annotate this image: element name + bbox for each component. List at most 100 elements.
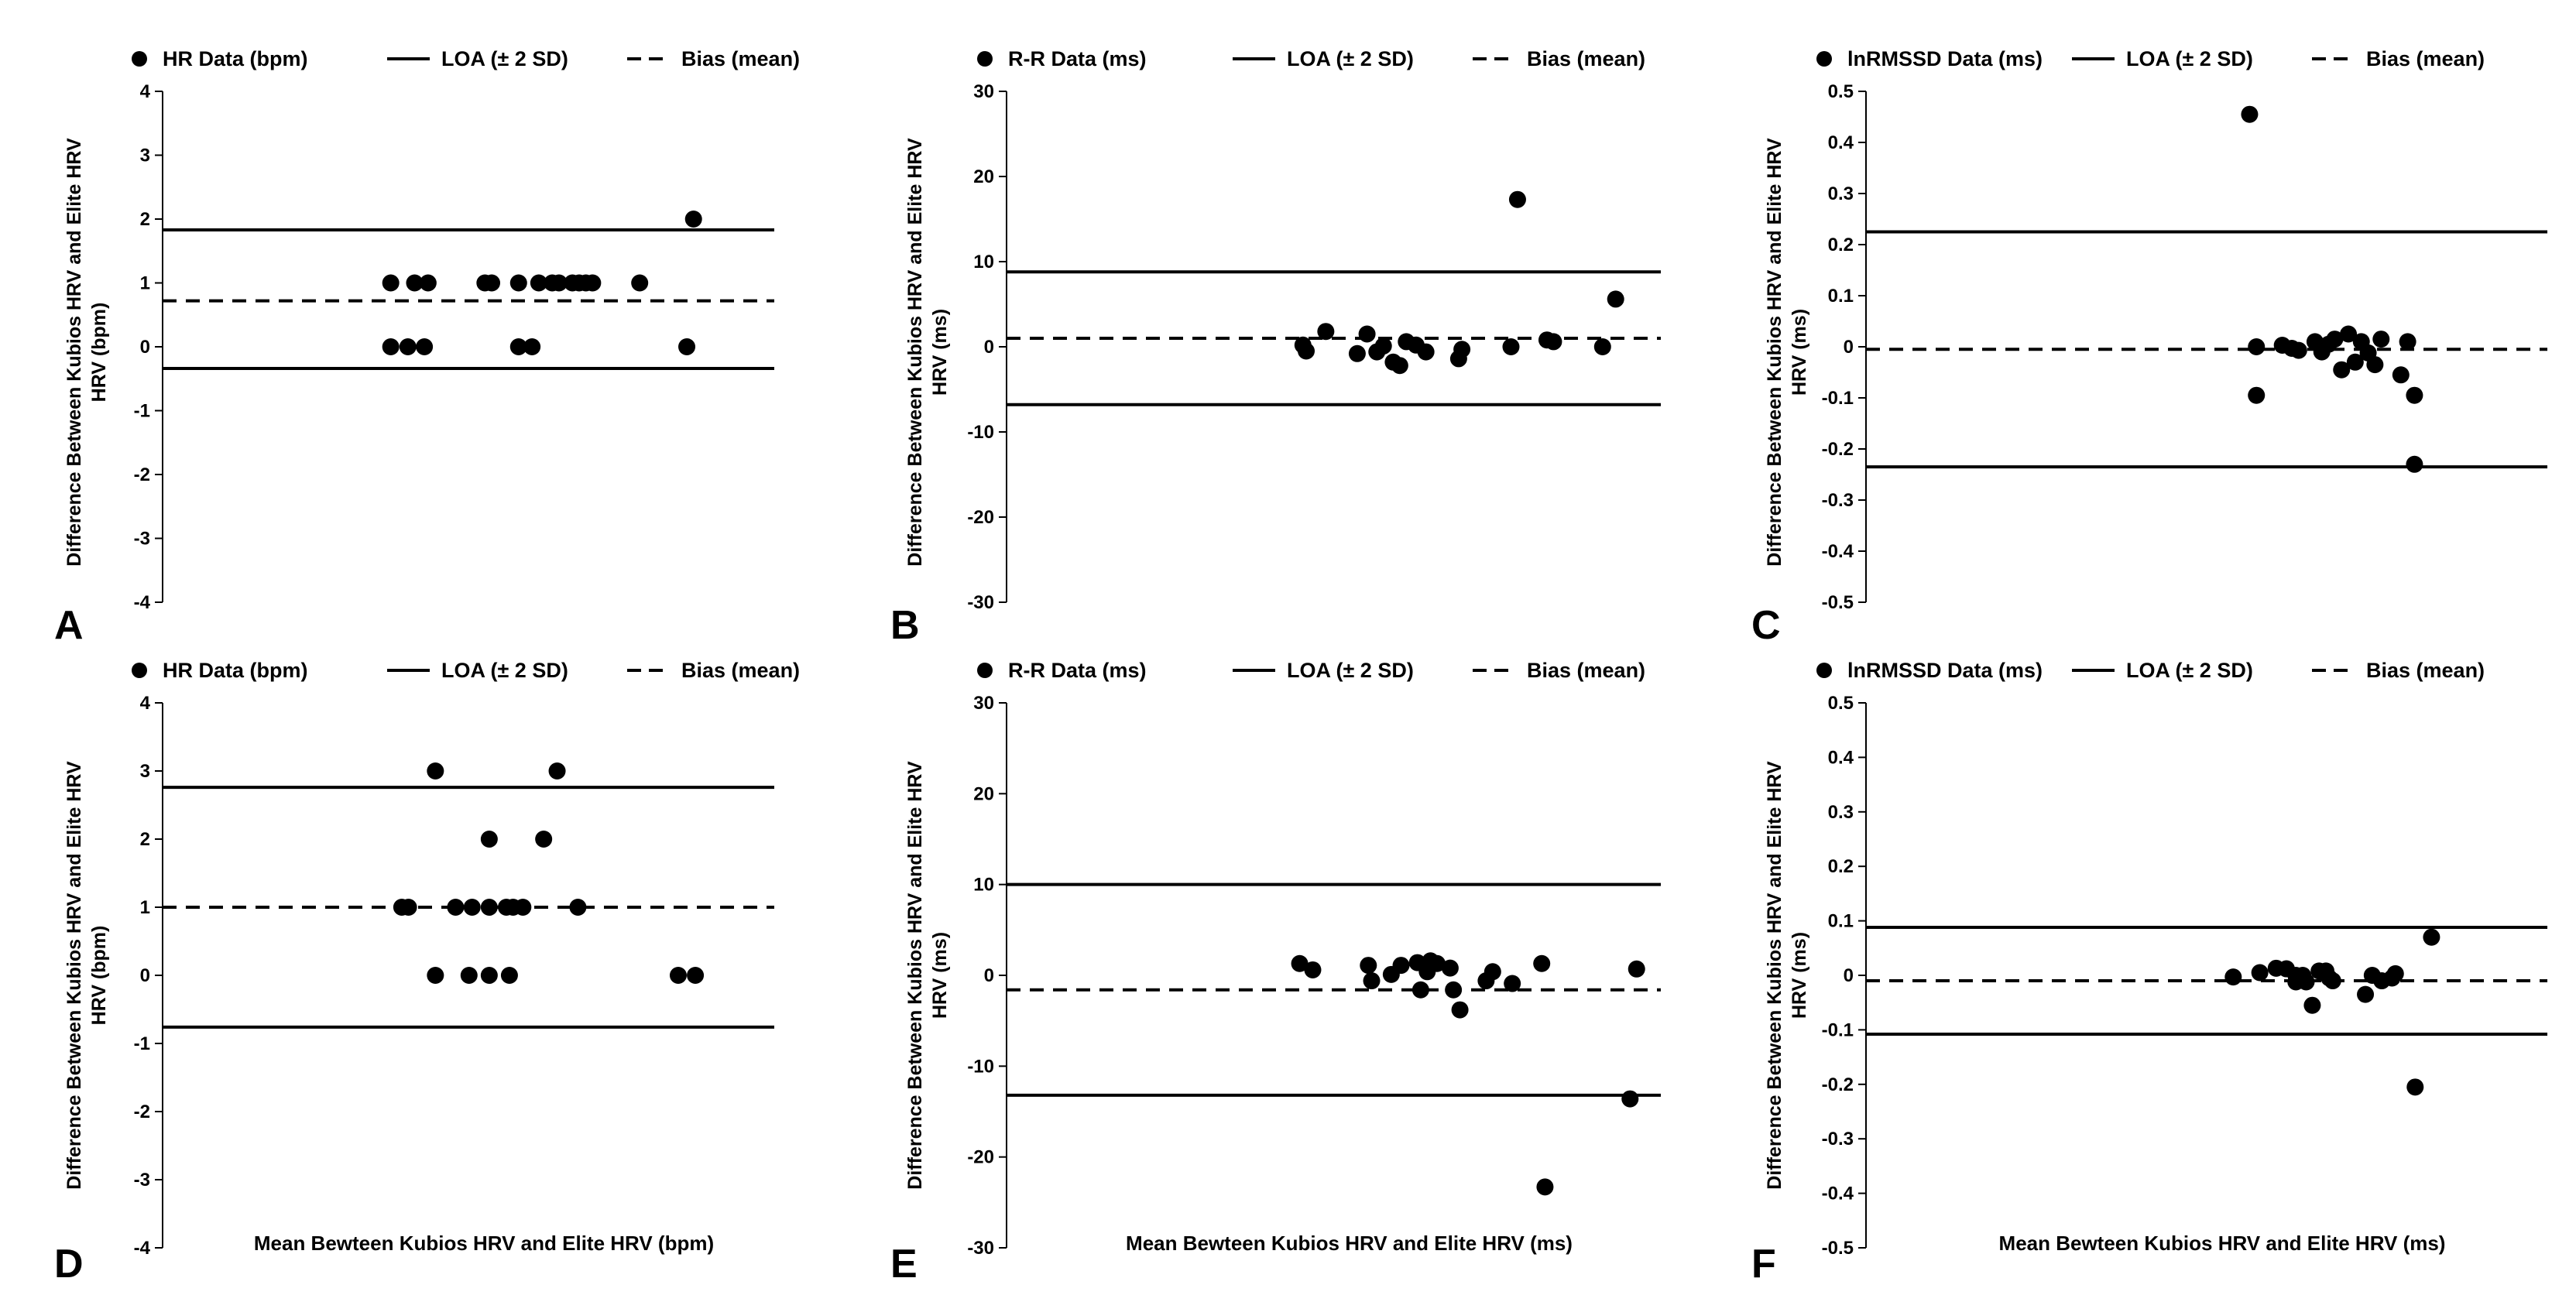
data-point (2324, 972, 2341, 990)
data-point (416, 338, 434, 355)
y-tick-label: 30 (973, 693, 994, 714)
data-point (678, 338, 696, 355)
data-point (2406, 455, 2423, 473)
y-tick-label: 0.4 (1828, 132, 1854, 153)
data-point (1533, 954, 1551, 972)
data-point (550, 274, 568, 292)
data-point (2372, 331, 2390, 348)
data-point (1441, 959, 1459, 977)
data-point (419, 274, 437, 292)
y-axis-label: Difference Between Kubios HRV and Elite … (1764, 138, 1810, 567)
data-point (2346, 353, 2364, 371)
y-axis-label-line2: HRV (ms) (1789, 309, 1810, 396)
y-tick-label: 0 (1844, 337, 1854, 358)
data-point (687, 967, 705, 984)
data-point (584, 274, 602, 292)
legend-data-marker (132, 51, 147, 67)
y-tick-label: -1 (134, 1033, 150, 1054)
data-point (1545, 333, 1562, 351)
data-point (1628, 960, 1645, 978)
x-axis-label: Mean Bewteen Kubios HRV and Elite HRV (b… (254, 1232, 714, 1255)
y-axis-label-line1: Difference Between Kubios HRV and Elite … (1764, 761, 1785, 1190)
data-point (2392, 366, 2410, 384)
y-axis-label-line1: Difference Between Kubios HRV and Elite … (904, 138, 926, 567)
data-point (2423, 928, 2441, 946)
legend-data-marker (1816, 663, 1832, 678)
y-tick-label: 0.3 (1828, 802, 1854, 823)
data-point (463, 899, 481, 916)
data-point (2406, 1078, 2424, 1096)
y-tick-label: 0.4 (1828, 747, 1854, 768)
y-tick-label: -0.2 (1822, 1074, 1854, 1095)
y-tick-label: 0 (140, 337, 150, 358)
panel-label: A (54, 603, 84, 648)
x-axis-label: Mean Bewteen Kubios HRV and Elite HRV (m… (1126, 1232, 1573, 1255)
data-point (480, 899, 498, 916)
data-point (2248, 338, 2266, 355)
data-point (684, 211, 702, 228)
data-point (2224, 968, 2242, 986)
y-tick-label: -4 (134, 592, 151, 613)
y-tick-label: 4 (140, 693, 151, 714)
y-tick-label: -0.1 (1822, 1019, 1854, 1040)
y-tick-label: 0.1 (1828, 911, 1854, 932)
data-point (2399, 333, 2417, 351)
legend-bias-label: Bias (mean) (681, 659, 800, 682)
y-tick-label: -3 (134, 1170, 150, 1191)
legend-data-label: R-R Data (ms) (1008, 47, 1147, 70)
y-axis-unit: (bpm) (88, 926, 110, 979)
y-tick-label: 0 (984, 965, 994, 986)
legend-loa-label: LOA (± 2 SD) (1287, 47, 1414, 70)
legend-data-marker (977, 663, 993, 678)
legend-bias-label: Bias (mean) (1527, 47, 1645, 70)
data-point (1358, 325, 1376, 343)
data-point (1391, 357, 1408, 375)
data-point (447, 899, 465, 916)
y-axis-label-line2: HRV (ms) (1789, 932, 1810, 1019)
y-axis-label-line2: HRV (bpm) (88, 303, 110, 403)
y-tick-label: 0.3 (1828, 183, 1854, 204)
y-tick-label: -2 (134, 464, 150, 485)
data-point (500, 967, 518, 984)
y-tick-label: -1 (134, 401, 150, 422)
legend-data-marker (977, 51, 993, 67)
data-point (480, 831, 498, 848)
legend-loa-label: LOA (± 2 SD) (2126, 47, 2253, 70)
data-point (569, 899, 587, 916)
legend-data-label: HR Data (bpm) (163, 47, 308, 70)
data-point (1607, 290, 1624, 308)
data-point (2251, 964, 2269, 982)
y-tick-label: 20 (973, 166, 994, 187)
data-point (509, 338, 527, 355)
y-axis-label-line2: HRV (bpm) (88, 926, 110, 1026)
y-axis-unit: (bpm) (88, 303, 110, 356)
y-tick-label: 0 (140, 965, 150, 986)
data-point (1429, 954, 1446, 972)
y-tick-label: -30 (967, 592, 994, 613)
data-point (1392, 957, 1410, 975)
y-tick-label: -30 (967, 1238, 994, 1259)
data-point (2241, 105, 2259, 123)
y-axis-label: Difference Between Kubios HRV and Elite … (904, 138, 951, 567)
panel-b: 30 20 10 0 -10 -20 -30 Difference Between Kubio… (890, 47, 1661, 648)
legend: R-R Data (ms) LOA (± 2 SD) Bias (mean) (977, 659, 1645, 682)
legend-data-label: lnRMSSD Data (ms) (1847, 659, 2043, 682)
y-axis-label-line1: Difference Between Kubios HRV and Elite … (63, 761, 85, 1190)
data-point (2366, 356, 2384, 374)
data-point (1411, 981, 1429, 999)
data-point (1317, 323, 1335, 341)
y-tick-label: -0.3 (1822, 490, 1854, 511)
y-tick-label: 30 (973, 81, 994, 102)
data-point (1508, 190, 1526, 208)
panel-label: D (54, 1242, 84, 1287)
legend-loa-label: LOA (± 2 SD) (2126, 659, 2253, 682)
legend-data-marker (132, 663, 147, 678)
y-axis-unit: (ms) (1789, 932, 1810, 973)
legend-bias-label: Bias (mean) (2366, 47, 2485, 70)
y-tick-label: 0.2 (1828, 235, 1854, 255)
y-tick-label: -3 (134, 529, 150, 550)
legend: HR Data (bpm) LOA (± 2 SD) Bias (mean) (132, 47, 800, 70)
data-point (1374, 337, 1392, 355)
x-axis-label: Mean Bewteen Kubios HRV and Elite HRV (m… (1999, 1232, 2446, 1255)
data-point (1504, 975, 1521, 992)
